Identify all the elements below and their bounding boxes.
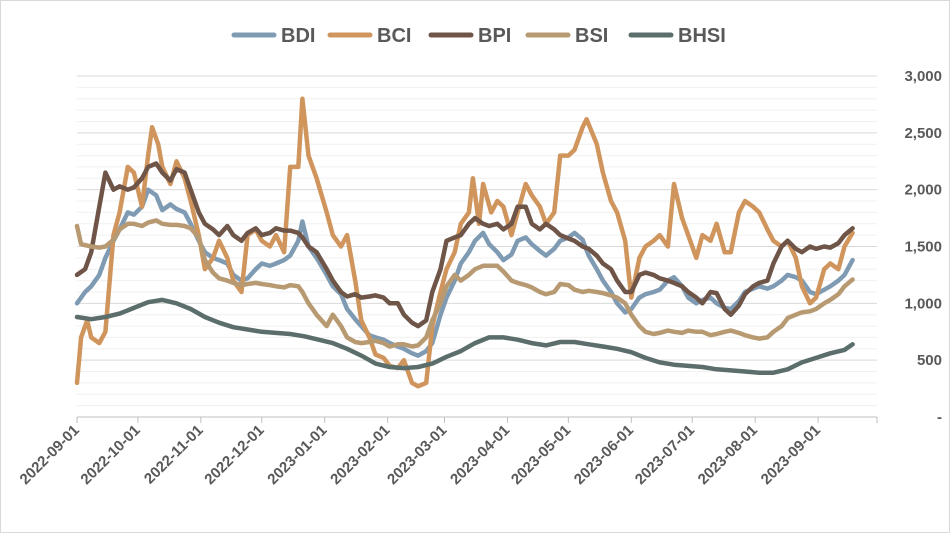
- series-line-bci: [74, 96, 855, 389]
- legend-label-bci: BCI: [377, 25, 411, 47]
- y-tick-label: 1,000: [904, 295, 942, 312]
- y-tick-label: 1,500: [904, 239, 942, 256]
- x-tick-label: 2022-10-01: [77, 422, 143, 488]
- series-lines: [74, 96, 855, 389]
- x-tick-label: 2023-06-01: [571, 422, 637, 488]
- x-tick-label: 2023-04-01: [447, 422, 513, 488]
- major-gridlines: [77, 75, 877, 361]
- x-tick-label: 2023-08-01: [695, 422, 761, 488]
- x-tick-label: 2023-05-01: [508, 422, 574, 488]
- series-line-bpi: [74, 161, 855, 329]
- y-tick-label: 2,000: [904, 182, 942, 199]
- y-tick-label: 2,500: [904, 125, 942, 142]
- y-axis-tick-labels: - 500 1,000 1,500 2,000 2,500 3,000: [904, 68, 942, 426]
- y-tick-label: 500: [917, 352, 942, 369]
- legend-label-bdi: BDI: [281, 25, 315, 47]
- legend-label-bpi: BPI: [478, 25, 511, 47]
- x-tick-label: 2023-07-01: [632, 422, 698, 488]
- x-tick-label: 2023-03-01: [384, 422, 450, 488]
- y-tick-label: 3,000: [904, 68, 942, 85]
- legend: BDI BCI BPI BSI BHSI: [231, 25, 726, 47]
- x-tick-label: 2022-12-01: [201, 422, 267, 488]
- x-axis-ticks: 2022-09-012022-10-012022-11-012022-12-01…: [17, 417, 878, 488]
- x-tick-label: 2023-01-01: [264, 422, 330, 488]
- legend-label-bhsi: BHSI: [678, 25, 726, 47]
- x-tick-label: 2023-02-01: [327, 422, 393, 488]
- series-line-bhsi: [74, 297, 855, 375]
- x-tick-label: 2023-09-01: [758, 422, 824, 488]
- legend-label-bsi: BSI: [575, 25, 608, 47]
- x-tick-label: 2022-11-01: [141, 422, 207, 488]
- y-tick-label: -: [937, 409, 942, 426]
- series-line-bsi: [74, 218, 855, 349]
- x-tick-label: 2022-09-01: [17, 422, 83, 488]
